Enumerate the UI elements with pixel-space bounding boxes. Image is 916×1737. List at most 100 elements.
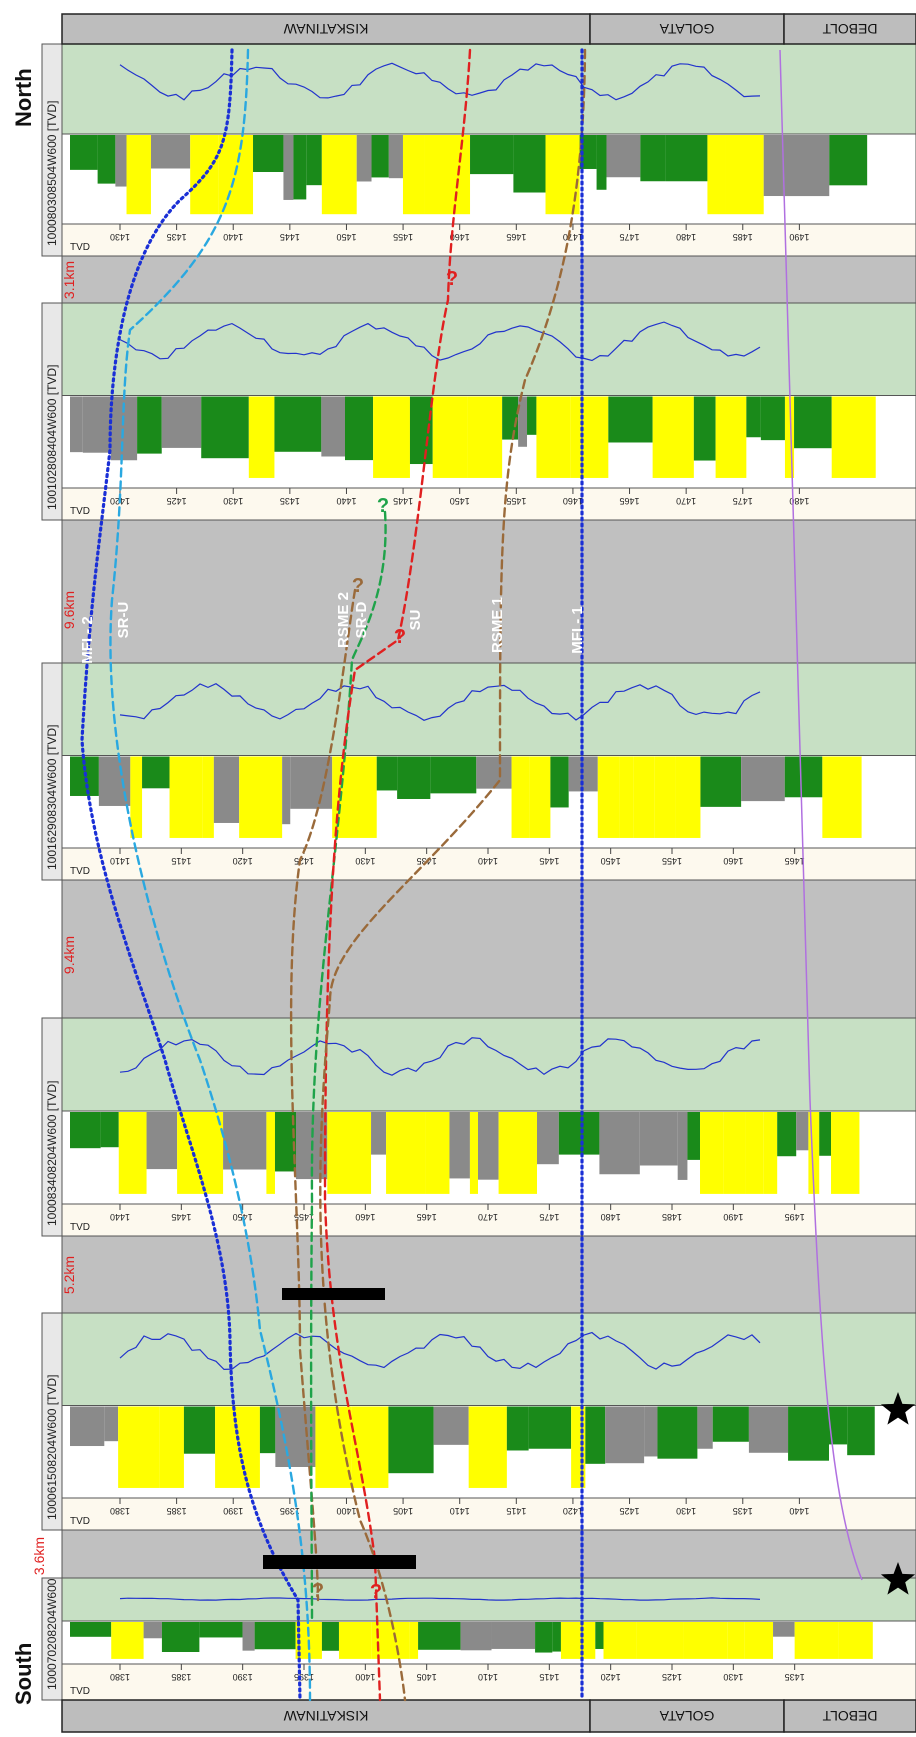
- lithology-fill: [159, 1406, 184, 1488]
- depth-tick-label: 1445: [171, 1212, 191, 1222]
- lithology-fill: [654, 756, 676, 838]
- lithology-fill: [552, 1622, 561, 1652]
- labels-layer: 3.1km 9.6km 9.4km 5.2km 3.6km MFI - 2 SR-U RSME…: [31, 261, 916, 1603]
- spacing-label: 9.6km: [61, 591, 77, 629]
- lithology-fill: [693, 396, 716, 461]
- lithology-fill: [527, 396, 537, 435]
- query-mark: ?: [370, 1581, 382, 1603]
- spacing-band: [61, 879, 916, 1019]
- formation-headers: KISKATINAW GOLATA DEBOLT KISKATINAW GOLATA DE…: [61, 13, 916, 1733]
- lithology-fill: [253, 135, 284, 173]
- lithology-fill: [727, 1622, 745, 1659]
- lithology-fill: [518, 396, 528, 447]
- depth-tick-label: 1380: [110, 1506, 130, 1516]
- formation-cell: [61, 13, 591, 45]
- lithology-fill: [773, 1622, 795, 1637]
- lithology-fill: [201, 396, 249, 459]
- resistivity-curve: [119, 62, 761, 101]
- depth-tick-label: 1415: [506, 1506, 526, 1516]
- lithology-fill: [351, 1406, 389, 1488]
- resistivity-track: [61, 43, 916, 135]
- lithology-fill: [283, 135, 294, 200]
- lithology-fill: [338, 1622, 372, 1659]
- lithology-fill: [306, 135, 322, 186]
- lithology-fill: [568, 756, 598, 792]
- star-marker: [880, 1392, 916, 1425]
- lithology-fill: [468, 1406, 507, 1488]
- depth-tick-label: 1455: [393, 232, 413, 242]
- lithology-fill: [784, 756, 823, 798]
- lithology-fill: [782, 135, 830, 197]
- lithology-fill: [146, 1112, 178, 1170]
- lithology-fill: [784, 396, 795, 478]
- formation-label: DEBOLT: [822, 21, 877, 37]
- lithology-fill: [665, 135, 708, 182]
- lithology-fill: [115, 135, 127, 187]
- well-uwi-label: 100080308504W600 [TVD]: [45, 101, 59, 246]
- depth-tick-label: 1425: [167, 496, 187, 506]
- lithology-fill: [639, 1112, 678, 1166]
- lithology-fill: [700, 1112, 724, 1194]
- lithology-fill: [418, 1622, 461, 1650]
- depth-tick-label: 1435: [785, 1672, 805, 1682]
- well-column: 100080308504W600 [TVD] TVD 1430 1435 1440 144…: [41, 43, 916, 257]
- lithology-fill: [82, 396, 111, 453]
- lithology-fill: [70, 1622, 112, 1637]
- tvd-label: TVD: [70, 1686, 90, 1697]
- lithology-fill: [293, 135, 307, 200]
- lithology-fill: [657, 1406, 698, 1459]
- spacing-label: 3.1km: [61, 261, 77, 299]
- depth-tick-label: 1465: [506, 232, 526, 242]
- lithology-fill: [796, 1112, 809, 1151]
- lithology-fill: [111, 1622, 144, 1659]
- lithology-fill: [371, 1622, 410, 1659]
- depth-track: [61, 1497, 916, 1531]
- lithology-fill: [829, 135, 868, 186]
- depth-tick-label: 1445: [280, 232, 300, 242]
- lithology-fill: [550, 756, 569, 808]
- depth-tick-label: 1480: [789, 496, 809, 506]
- lithology-fill: [282, 756, 291, 825]
- depth-tick-label: 1425: [294, 856, 314, 866]
- spacing-label: 3.6km: [31, 1537, 47, 1575]
- lithology-fill: [388, 135, 403, 179]
- well-column: 100061508204W600 [TVD] TVD 1380 1385 1390 139…: [41, 1312, 916, 1531]
- depth-tick-label: 1435: [733, 1506, 753, 1516]
- depth-tick-label: 1410: [478, 1672, 498, 1682]
- depth-tick-label: 1410: [450, 1506, 470, 1516]
- lithology-fill: [675, 756, 701, 838]
- depth-tick-label: 1465: [417, 1212, 437, 1222]
- lithology-fill: [636, 1622, 684, 1659]
- depth-tick-label: 1420: [601, 1672, 621, 1682]
- lithology-fill: [579, 135, 597, 169]
- resistivity-curve: [119, 1037, 761, 1076]
- depth-tick-label: 1440: [789, 1506, 809, 1516]
- depth-tick-label: 1440: [110, 1212, 130, 1222]
- resistivity-track: [61, 1312, 916, 1406]
- depth-tick-label: 1425: [620, 1506, 640, 1516]
- lithology-fill: [199, 1622, 243, 1638]
- lithology-fill: [723, 1112, 746, 1194]
- lithology-fill: [535, 1622, 553, 1653]
- well-column: 100070208204W600 TVD 1380 1385 1390 1395 1400 1…: [41, 1577, 916, 1701]
- correlation-line-su: [323, 48, 472, 1702]
- lithology-fill: [528, 1406, 572, 1449]
- spacing-label: 5.2km: [61, 1256, 77, 1294]
- tvd-label: TVD: [70, 506, 90, 517]
- depth-tick-label: 1440: [478, 856, 498, 866]
- lithology-fill: [321, 135, 357, 215]
- lithology-fill: [788, 1406, 830, 1461]
- depth-tick-label: 1465: [785, 856, 805, 866]
- depth-tick-label: 1450: [450, 496, 470, 506]
- lithology-fill: [847, 1406, 875, 1456]
- wells-layer: 100080308504W600 [TVD] TVD 1430 1435 1440 144…: [41, 43, 916, 1701]
- depth-tick-label: 1420: [233, 856, 253, 866]
- lithology-fill: [467, 396, 503, 478]
- lithology-fill: [741, 756, 785, 802]
- lithology-fill: [327, 1112, 372, 1194]
- lithology-fill: [478, 1112, 499, 1180]
- lithology-fill: [470, 135, 514, 175]
- lithology-fill: [213, 756, 240, 823]
- depth-tick-label: 1465: [620, 496, 640, 506]
